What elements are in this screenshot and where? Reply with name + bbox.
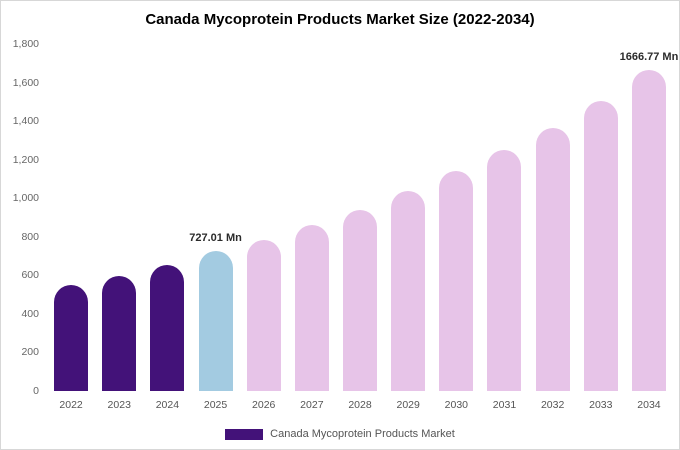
chart-title: Canada Mycoprotein Products Market Size … <box>145 11 535 28</box>
bar-slot-2034: 1666.77 Mn 2034 <box>620 44 679 411</box>
bar-2030 <box>439 171 474 391</box>
x-tick-2033: 2033 <box>589 399 613 411</box>
y-tick-1,800: 1,800 <box>12 38 39 50</box>
x-tick-2029: 2029 <box>396 399 420 411</box>
bar-slot-2025: 727.01 Mn 2025 <box>189 44 242 411</box>
x-tick-2026: 2026 <box>252 399 276 411</box>
bar-2029 <box>391 191 426 391</box>
y-tick-1,400: 1,400 <box>12 115 39 128</box>
bar-2034 <box>631 69 666 391</box>
y-tick-600: 600 <box>21 269 39 282</box>
bar-2026 <box>246 239 281 391</box>
x-tick-2030: 2030 <box>444 399 468 411</box>
bar-2023 <box>102 276 137 391</box>
bar-slot-2023: 2023 <box>95 44 143 411</box>
value-label-2034: 1666.77 Mn <box>619 50 679 63</box>
x-tick-2028: 2028 <box>348 399 372 411</box>
bars-container: 2022 2023 2024 727.01 Mn 2025 2026 2027 2028 202… <box>47 44 679 411</box>
bar-2032 <box>535 127 570 391</box>
bar-slot-2031: 2031 <box>480 44 528 411</box>
x-tick-2022: 2022 <box>59 399 83 411</box>
plot-area: 2022 2023 2024 727.01 Mn 2025 2026 2027 2028 202… <box>13 38 679 411</box>
x-tick-2032: 2032 <box>540 399 565 411</box>
bar-2031 <box>487 150 522 391</box>
bar-slot-2028: 2028 <box>336 44 384 411</box>
bar-2028 <box>343 209 378 391</box>
bar-slot-2024: 2024 <box>143 44 191 411</box>
y-tick-1,200: 1,200 <box>12 153 39 166</box>
y-tick-400: 400 <box>21 307 39 320</box>
bar-2033 <box>583 100 618 391</box>
bar-2027 <box>294 225 329 391</box>
x-tick-2034: 2034 <box>637 399 661 411</box>
x-tick-2023: 2023 <box>107 399 131 411</box>
legend-label: Canada Mycoprotein Products Market <box>270 428 455 440</box>
bar-slot-2029: 2029 <box>384 44 432 411</box>
bar-slot-2033: 2033 <box>577 44 625 411</box>
bar-2024 <box>150 264 185 391</box>
x-tick-2024: 2024 <box>155 399 180 411</box>
y-tick-1,600: 1,600 <box>12 76 39 89</box>
y-tick-0: 0 <box>33 385 39 397</box>
x-tick-2027: 2027 <box>300 399 324 411</box>
y-tick-800: 800 <box>21 230 39 243</box>
y-tick-1,000: 1,000 <box>12 192 39 205</box>
bar-2025 <box>198 250 233 391</box>
legend-swatch <box>225 428 264 440</box>
bar-slot-2032: 2032 <box>529 44 577 411</box>
bar-slot-2030: 2030 <box>432 44 480 411</box>
value-label-2025: 727.01 Mn <box>189 231 242 244</box>
bar-slot-2026: 2026 <box>240 44 288 411</box>
x-tick-2025: 2025 <box>203 399 228 411</box>
legend: Canada Mycoprotein Products Market <box>1 428 679 440</box>
bar-2022 <box>54 284 89 391</box>
bar-slot-2027: 2027 <box>288 44 336 411</box>
x-tick-2031: 2031 <box>492 399 517 411</box>
y-tick-200: 200 <box>21 346 39 359</box>
bar-slot-2022: 2022 <box>47 44 95 411</box>
